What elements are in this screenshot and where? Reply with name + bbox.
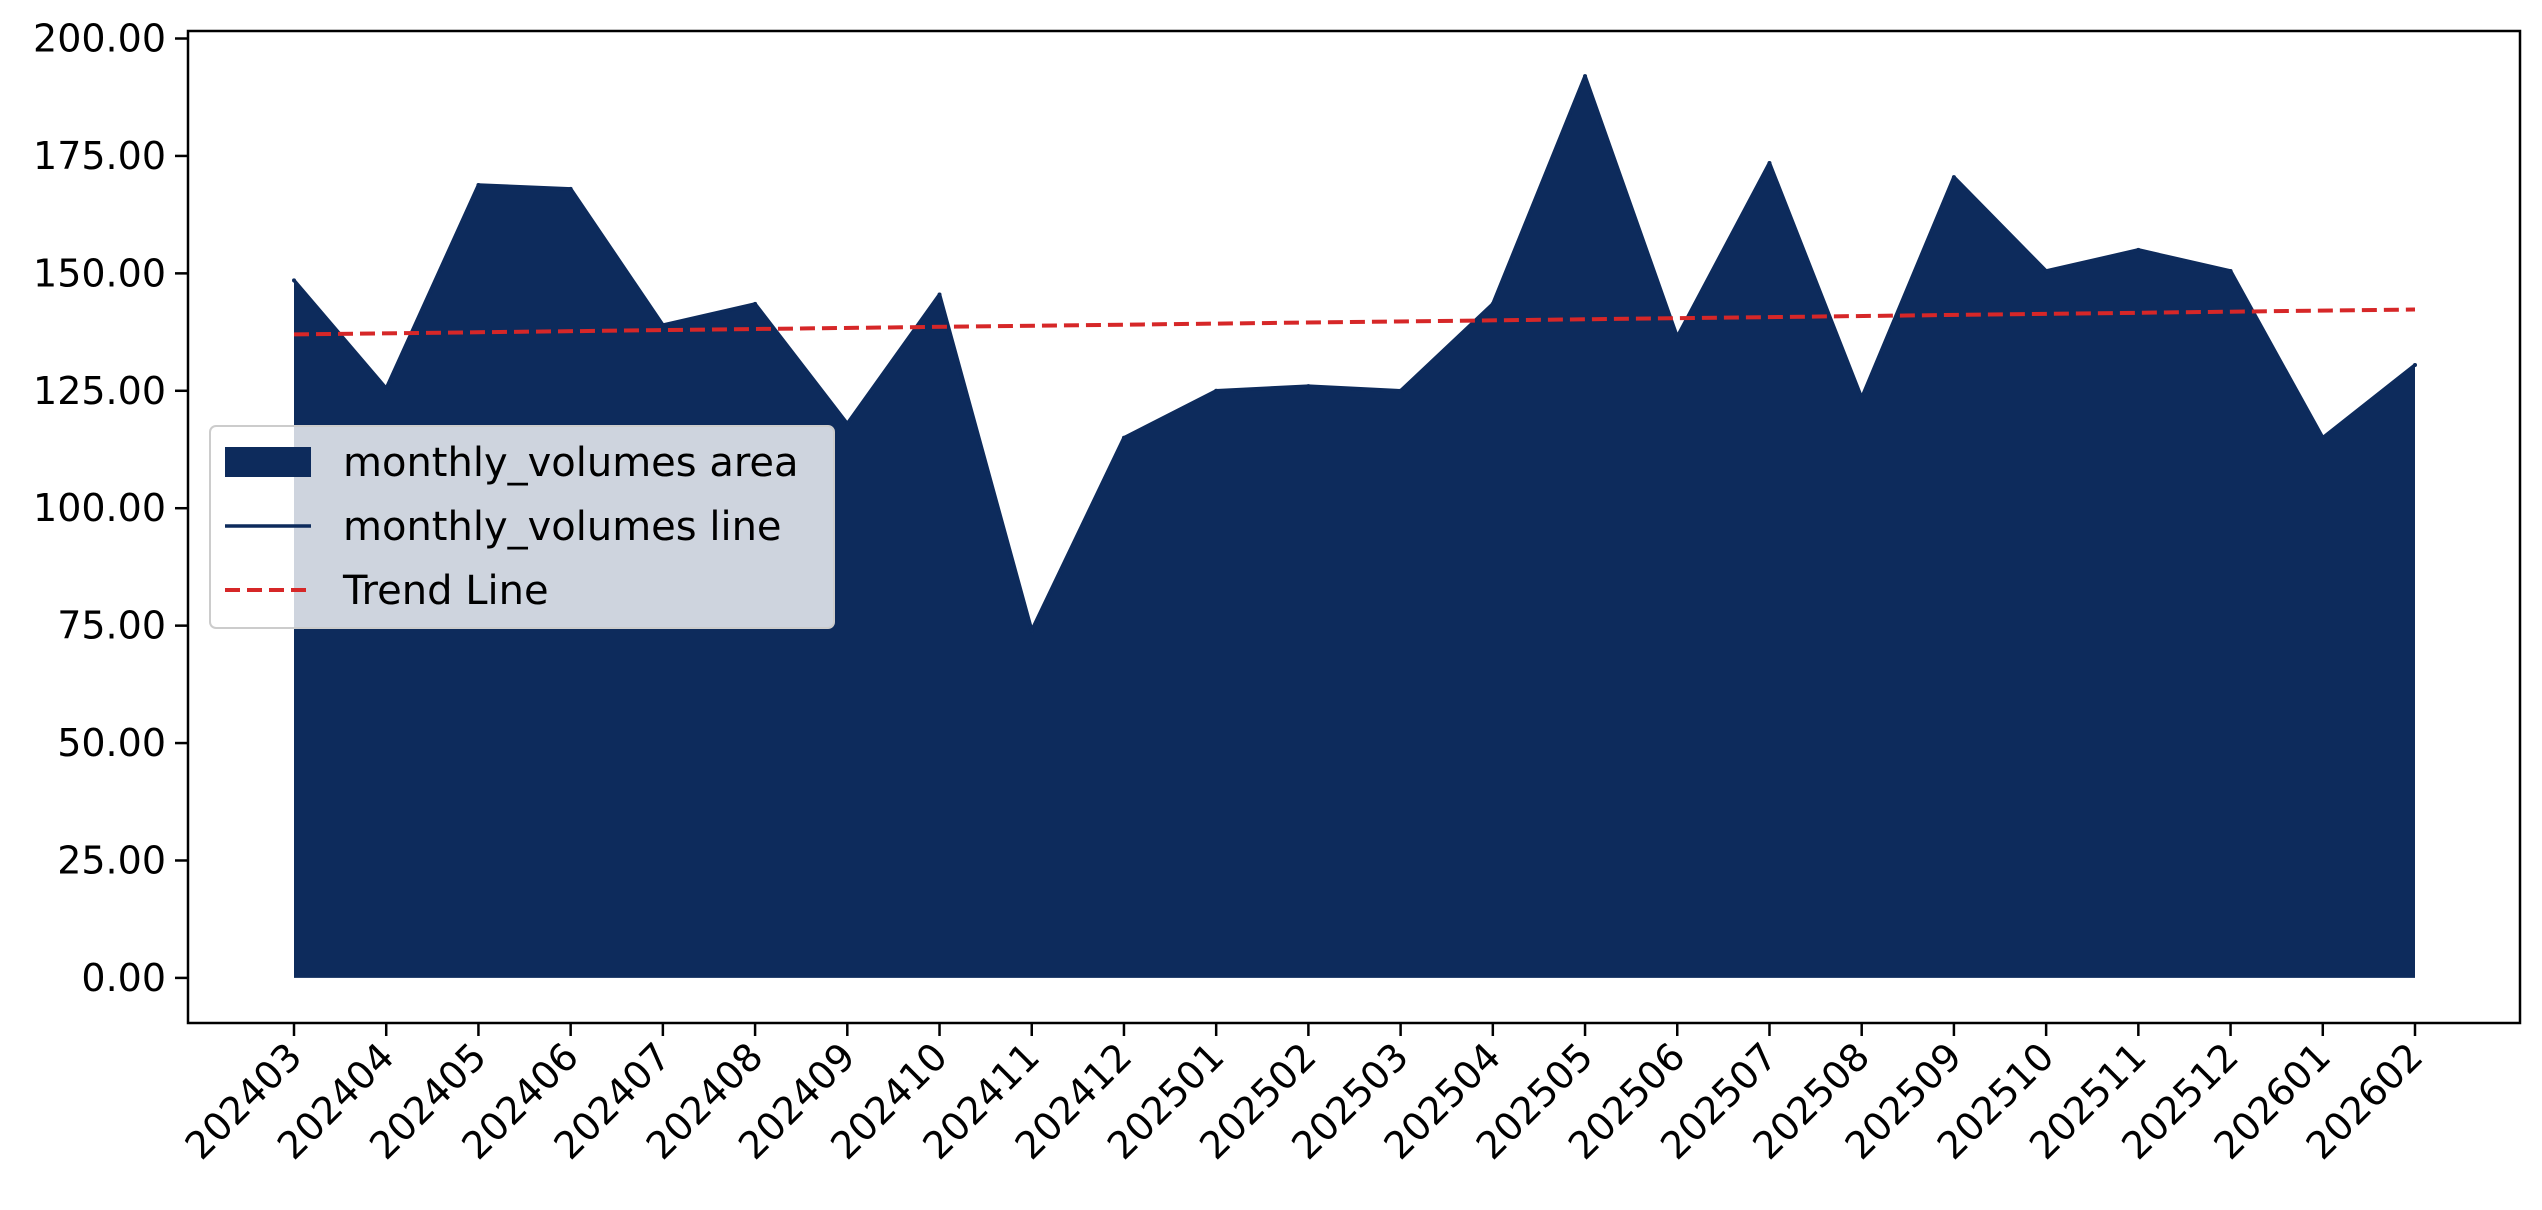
legend-swatch-area — [225, 447, 311, 477]
legend-label-area: monthly_volumes area — [343, 440, 799, 486]
trend-line — [293, 307, 2416, 337]
volume-line — [292, 74, 2417, 633]
y-tick-label: 50.00 — [57, 721, 166, 765]
volume-area — [294, 76, 2415, 978]
y-tick-label: 175.00 — [33, 134, 166, 178]
data-point-202508 — [1859, 395, 1864, 400]
data-point-202409 — [845, 421, 850, 426]
y-tick-label: 150.00 — [33, 251, 166, 295]
data-point-202505 — [1583, 74, 1588, 79]
legend-label-trend: Trend Line — [342, 568, 549, 614]
data-point-202601 — [2320, 435, 2325, 440]
data-point-202602 — [2413, 362, 2417, 367]
data-point-202406 — [568, 186, 573, 191]
y-tick-label: 25.00 — [57, 838, 166, 882]
data-point-202510 — [2044, 269, 2049, 274]
y-tick-label: 75.00 — [57, 604, 166, 648]
data-point-202411 — [1029, 628, 1034, 633]
data-point-202410 — [937, 292, 942, 297]
y-tick-label: 0.00 — [81, 956, 166, 1000]
data-point-202506 — [1675, 334, 1680, 339]
data-point-202502 — [1306, 384, 1311, 389]
data-point-202407 — [660, 323, 665, 328]
y-tick-label: 125.00 — [33, 369, 166, 413]
legend-label-line: monthly_volumes line — [343, 504, 782, 550]
data-point-202507 — [1767, 160, 1772, 165]
data-point-202512 — [2228, 269, 2233, 274]
data-point-202404 — [384, 386, 389, 391]
y-axis: 0.00 25.00 50.00 75.00 100.00 125.00 150.00 175… — [33, 17, 188, 1000]
legend-box — [209, 425, 835, 629]
data-point-202504 — [1490, 301, 1495, 306]
data-point-202403 — [292, 278, 296, 283]
data-point-202503 — [1398, 388, 1403, 393]
y-tick-label: 200.00 — [33, 17, 166, 61]
data-point-202511 — [2136, 247, 2141, 252]
data-point-202509 — [1951, 175, 1956, 180]
data-point-202405 — [476, 183, 481, 188]
data-point-202501 — [1214, 388, 1219, 393]
data-point-202408 — [753, 301, 758, 306]
data-point-202412 — [1121, 435, 1126, 440]
plot-frame — [186, 29, 2522, 1025]
legend: monthly_volumes area monthly_volumes lin… — [209, 425, 835, 629]
y-tick-label: 100.00 — [33, 486, 166, 530]
